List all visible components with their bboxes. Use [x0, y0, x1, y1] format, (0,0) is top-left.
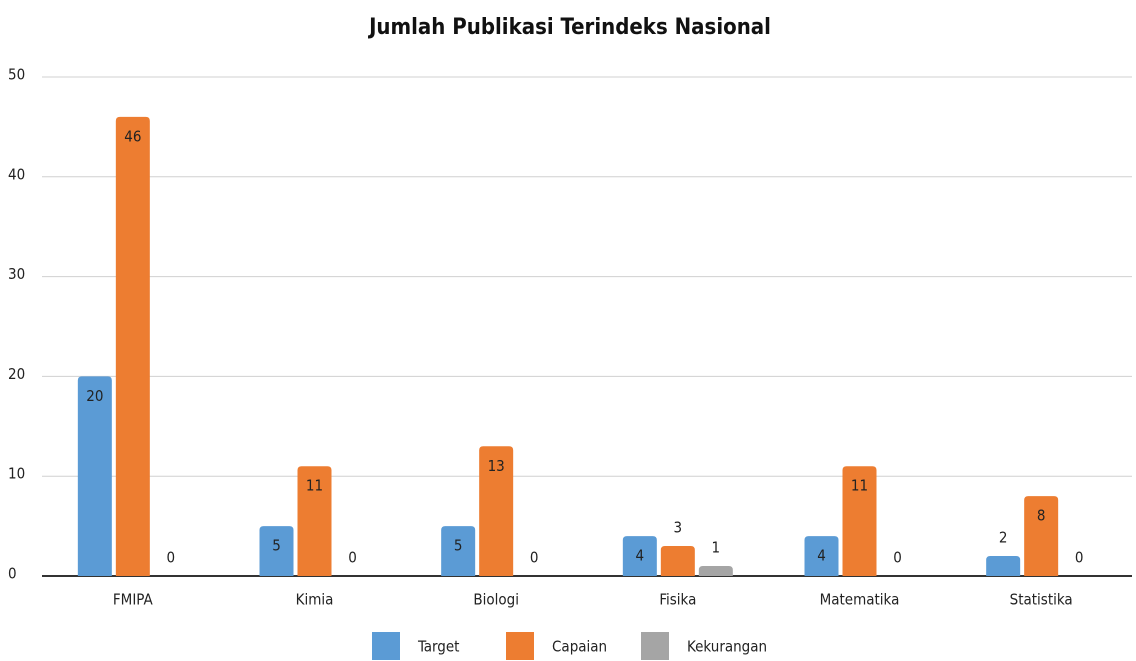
legend-swatch: [372, 632, 400, 660]
bar: [297, 466, 332, 576]
y-tick-label: 0: [8, 565, 17, 583]
x-tick-label: Fisika: [659, 591, 696, 609]
bar: [698, 566, 733, 576]
legend-label: Capaian: [552, 638, 607, 656]
bar: [115, 116, 150, 577]
bar: [622, 536, 657, 576]
data-label: 4: [817, 547, 826, 565]
data-label: 5: [272, 537, 281, 555]
x-tick-label: Statistika: [1010, 591, 1073, 609]
legend-label: Kekurangan: [687, 638, 767, 656]
data-label: 46: [124, 127, 141, 145]
data-label: 11: [306, 477, 323, 495]
y-tick-label: 10: [8, 465, 25, 483]
bar: [804, 536, 839, 576]
data-label: 11: [851, 477, 868, 495]
legend-swatch: [506, 632, 534, 660]
legend-label: Target: [417, 638, 459, 656]
legend-swatch: [641, 632, 669, 660]
x-tick-label: Kimia: [296, 591, 334, 609]
bar: [842, 466, 877, 576]
chart-title: Jumlah Publikasi Terindeks Nasional: [367, 15, 771, 40]
bar: [660, 546, 695, 576]
x-tick-label: Biologi: [473, 591, 519, 609]
data-label: 0: [530, 549, 539, 567]
y-tick-label: 30: [8, 265, 25, 283]
bar: [259, 526, 294, 576]
x-tick-label: FMIPA: [113, 591, 154, 609]
data-label: 0: [893, 549, 902, 567]
bar: [1024, 496, 1059, 576]
data-label: 4: [636, 547, 645, 565]
data-label: 1: [712, 539, 721, 557]
y-tick-label: 50: [8, 66, 25, 84]
bar: [479, 446, 514, 576]
bar: [441, 526, 476, 576]
bar: [986, 556, 1021, 576]
x-tick-label: Matematika: [820, 591, 900, 609]
data-label: 2: [999, 529, 1008, 547]
data-label: 5: [454, 537, 463, 555]
data-label: 0: [348, 549, 357, 567]
data-label: 3: [674, 519, 683, 537]
y-tick-label: 40: [8, 165, 25, 183]
data-label: 0: [167, 549, 176, 567]
data-label: 20: [86, 387, 103, 405]
bar: [77, 376, 112, 576]
data-label: 13: [488, 457, 505, 475]
y-tick-label: 20: [8, 365, 25, 383]
data-label: 0: [1075, 549, 1084, 567]
data-label: 8: [1037, 507, 1046, 525]
